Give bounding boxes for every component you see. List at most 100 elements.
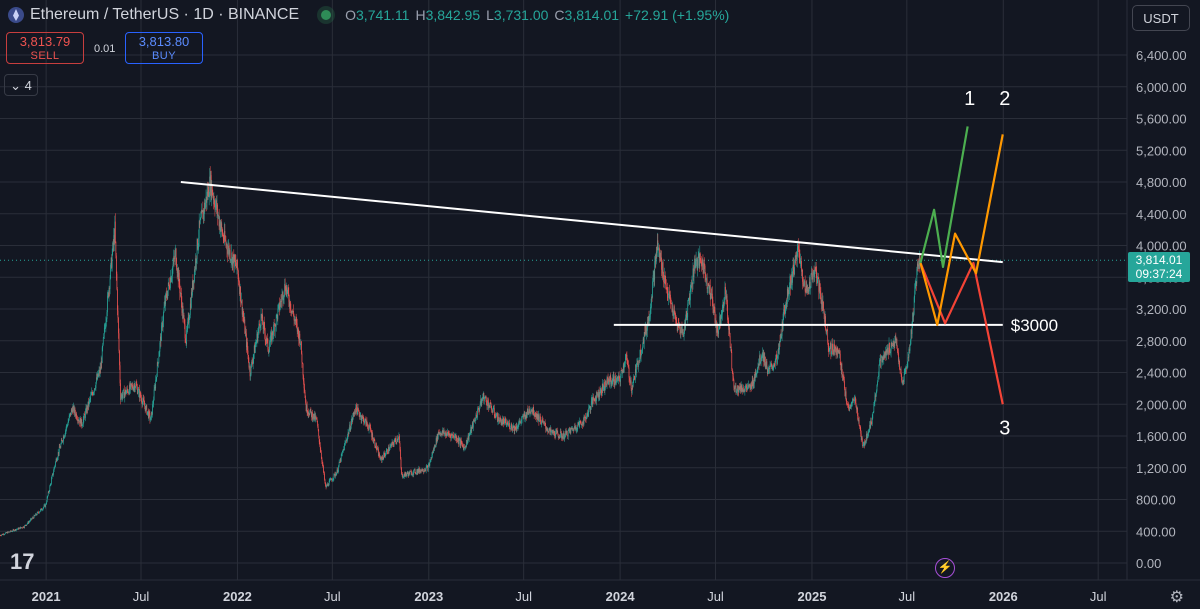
candle-body [206,196,207,203]
candle-body [822,299,823,311]
candle-body [757,367,759,369]
candle-body [785,306,787,309]
candle-body [4,534,6,535]
candle-body [720,317,722,325]
candle-body [165,293,167,295]
candle-body [167,290,169,299]
candle-body [372,440,374,442]
candle-body [463,446,465,450]
candle-body [755,371,757,376]
candle-body [6,532,8,534]
candle-body [111,257,113,268]
candle-body [632,385,634,387]
candle-body [213,199,215,201]
candle-body [251,361,253,364]
candle-body [345,440,347,443]
candle-body [253,346,255,355]
currency-select[interactable]: USDT [1132,5,1190,31]
candle-body [519,420,520,424]
candle-body [168,283,170,288]
candle-body [511,428,513,430]
candle-body [757,368,758,374]
candle-body [362,417,364,418]
candle-body [350,428,352,431]
candle-body [304,391,306,399]
market-status-indicator[interactable] [321,10,332,20]
candle-body [186,328,188,331]
indicators-toggle-button[interactable]: ⌄ 4 [4,74,38,96]
candle-body [702,259,703,266]
candle-body [896,339,897,341]
candle-body [320,449,322,453]
candle-body [105,327,106,329]
candle-body [409,471,411,475]
candle-body [677,323,679,332]
candle-body [530,409,532,413]
candle-body [400,449,401,459]
candle-body [186,330,187,345]
candle-body [892,343,894,346]
spread-value: 0.01 [94,43,116,55]
x-tick-label: Jul [1090,589,1107,604]
candle-body [312,412,313,420]
candle-body [387,453,389,455]
candle-body [187,321,189,329]
candle-body [280,300,281,307]
candle-body [577,422,579,425]
candle-body [30,519,31,521]
candle-body [433,448,435,450]
candle-body [768,368,770,369]
candle-body [120,383,121,401]
candle-body [319,442,321,446]
candle-body [872,411,874,413]
candle-body [498,416,500,422]
candle-body [915,282,917,288]
candle-body [312,418,314,420]
candle-body [42,508,44,510]
candle-body [156,376,158,378]
candle-body [749,384,750,386]
candle-body [606,377,608,385]
candle-body [475,420,476,421]
candle-body [334,473,336,477]
candle-body [450,434,452,439]
candle-body [145,405,147,407]
lightning-icon[interactable]: ⚡ [935,558,955,578]
candle-body [149,413,151,420]
symbol-title[interactable]: Ethereum / TetherUS · 1D · BINANCE [30,6,300,23]
symbol-header[interactable]: Ethereum / TetherUS · 1D · BINANCE O3,74… [8,6,729,24]
candle-body [831,352,832,355]
candle-body [71,409,73,413]
sell-button[interactable]: 3,813.79 SELL [6,32,84,64]
candle-body [731,369,733,372]
candle-body [897,350,899,353]
candle-body [355,404,357,412]
candle-body [855,397,856,404]
candle-body [490,403,492,409]
buy-button[interactable]: 3,813.80 BUY [125,32,203,64]
gear-icon[interactable]: ⚙ [1169,589,1184,606]
candle-body [489,402,491,408]
candle-body [84,415,86,418]
candle-body [420,470,421,473]
descending-trendline [180,181,1003,264]
candle-body [792,271,793,283]
candle-body [476,414,477,418]
candle-body [427,466,429,471]
candle-body [551,430,552,432]
candle-body [49,485,51,491]
candle-body [331,479,333,481]
x-tick-label: Jul [515,589,532,604]
candle-body [602,387,604,390]
tradingview-logo[interactable]: 17 [10,549,35,574]
candle-body [564,433,566,438]
candle-body [179,284,181,294]
candle-body [412,473,413,475]
candle-body [297,327,299,333]
candle-body [572,428,573,430]
candle-body [366,420,368,425]
candle-body [532,407,534,413]
candle-body [266,338,268,342]
candle-body [217,204,218,216]
